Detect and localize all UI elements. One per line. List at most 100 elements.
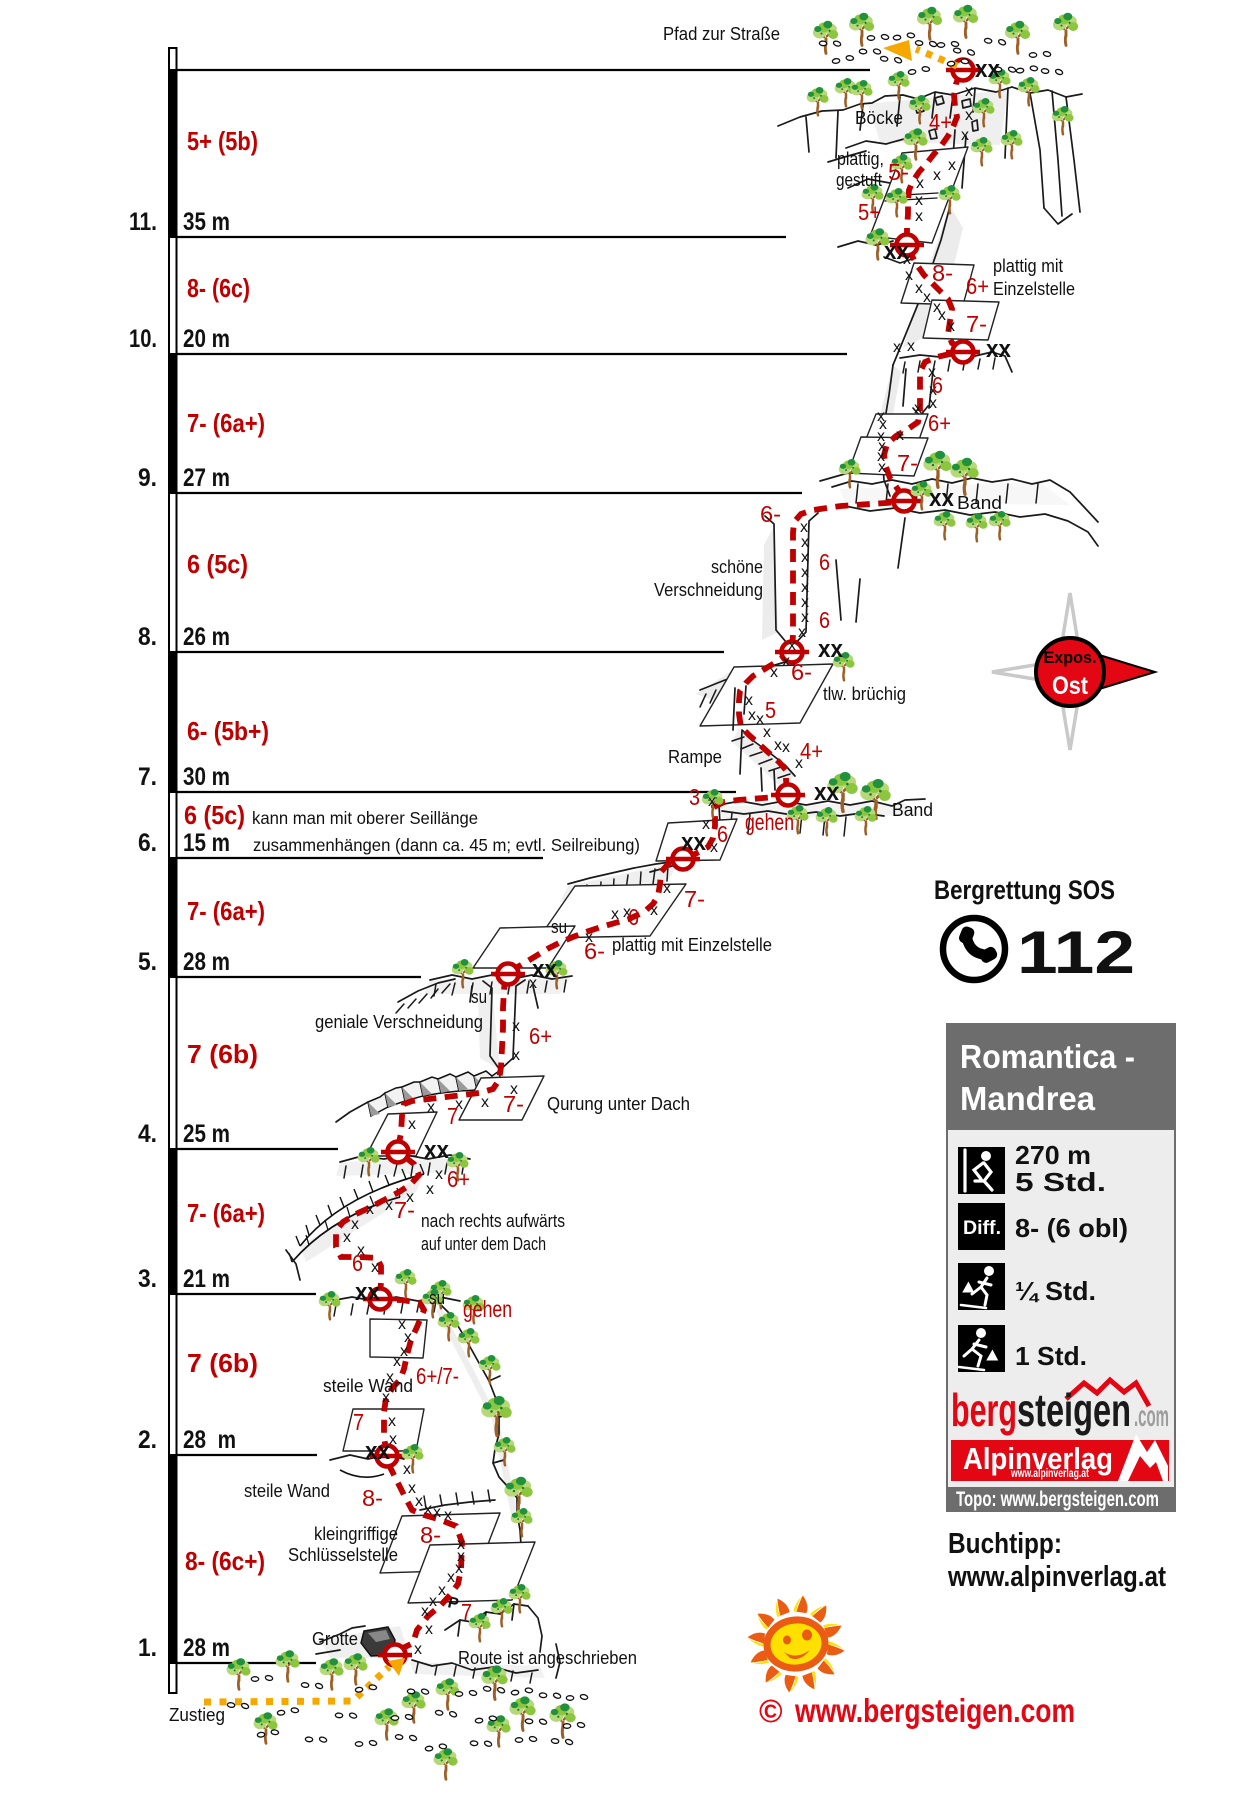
svg-text:x: x [928,364,936,381]
svg-text:11.: 11. [129,208,157,236]
svg-text:Route ist angeschrieben: Route ist angeschrieben [458,1648,637,1668]
svg-text:x: x [512,1047,520,1064]
svg-text:Verschneidung: Verschneidung [654,580,763,600]
svg-text:6+: 6+ [928,410,951,436]
svg-text:x: x [393,1353,401,1370]
svg-text:x: x [400,1343,408,1360]
svg-text:6: 6 [819,607,830,633]
svg-text:x: x [457,1536,465,1553]
svg-text:x: x [800,519,808,536]
svg-text:x: x [877,428,885,445]
svg-text:Expos.: Expos. [1044,648,1097,667]
svg-text:plattig mit: plattig mit [993,256,1063,276]
svg-text:x: x [650,902,658,919]
svg-text:x: x [938,307,946,324]
svg-text:xx: xx [929,485,955,512]
svg-text:x: x [404,1329,412,1346]
svg-text:x: x [893,339,901,356]
svg-text:x: x [382,1389,390,1406]
svg-text:plattig,: plattig, [837,149,884,169]
svg-text:xx: xx [975,56,1001,83]
svg-text:x: x [444,1507,452,1524]
svg-text:plattig mit Einzelstelle: plattig mit Einzelstelle [612,935,772,955]
svg-text:x: x [748,707,756,724]
svg-text:112: 112 [1017,919,1135,986]
svg-text:x: x [878,459,886,476]
svg-text:x: x [782,653,790,670]
svg-text:Pfad zur Straße: Pfad zur Straße [663,24,780,44]
svg-text:x: x [929,382,937,399]
svg-text:x: x [929,395,937,412]
svg-text:x: x [896,427,904,444]
svg-text:¼ Std.: ¼ Std. [1015,1276,1096,1306]
svg-text:9.: 9. [138,464,157,492]
svg-text:x: x [389,1431,397,1448]
svg-text:8- (6c): 8- (6c) [187,273,250,303]
svg-text:Band: Band [892,800,933,820]
svg-text:schöne: schöne [711,557,763,577]
svg-text:Grotte: Grotte [312,1629,358,1649]
svg-text:nach rechts aufwärts: nach rechts aufwärts [421,1211,565,1231]
svg-text:x: x [343,1229,351,1246]
svg-text:8- (6 obl): 8- (6 obl) [1015,1213,1128,1243]
svg-text:1 Std.: 1 Std. [1015,1341,1087,1371]
svg-text:6 (5c): 6 (5c) [187,549,248,579]
svg-text:7: 7 [447,1103,458,1129]
svg-text:7- (6a+): 7- (6a+) [187,896,265,926]
svg-text:7-: 7- [394,1197,415,1223]
svg-text:2.: 2. [138,1426,157,1454]
svg-text:x: x [774,737,782,754]
svg-text:6-: 6- [760,501,781,527]
svg-text:28 m: 28 m [183,948,230,976]
svg-text:x: x [878,438,886,455]
svg-text:x: x [663,880,671,897]
svg-text:5: 5 [765,697,776,723]
svg-text:Topo: www.bergsteigen.com: Topo: www.bergsteigen.com [956,1488,1159,1511]
svg-text:x: x [447,1569,455,1586]
svg-text:5+ (5b): 5+ (5b) [187,126,258,156]
svg-text:Romantica -: Romantica - [960,1038,1135,1075]
svg-text:x: x [611,906,619,923]
svg-text:10.: 10. [129,325,157,353]
svg-text:x: x [702,816,710,833]
svg-text:x: x [756,711,764,728]
svg-text:1.: 1. [138,1634,157,1662]
svg-text:Zustieg: Zustieg [169,1705,225,1725]
svg-text:x: x [877,448,885,465]
svg-text:x: x [403,1461,411,1478]
svg-text:30 m: 30 m [183,763,230,791]
svg-text:8- (6c+): 8- (6c+) [185,1546,265,1576]
svg-text:x: x [351,1216,359,1233]
svg-text:x: x [388,1413,396,1430]
svg-text:x: x [708,793,716,810]
svg-text:6 (5c): 6 (5c) [184,800,245,830]
svg-text:x: x [433,1504,441,1521]
svg-text:xx: xx [986,336,1012,363]
svg-text:7-: 7- [503,1091,524,1117]
svg-text:25 m: 25 m [183,1120,230,1148]
svg-text:6-: 6- [584,938,605,964]
svg-text:x: x [801,534,809,551]
svg-text:x: x [438,1582,446,1599]
svg-text:Einzelstelle: Einzelstelle [993,279,1075,299]
svg-text:gehen: gehen [745,809,794,835]
svg-text:6+: 6+ [529,1023,552,1049]
svg-text:x: x [585,929,593,946]
svg-text:xx: xx [818,636,844,663]
svg-text:x: x [788,637,796,654]
svg-text:x: x [357,1242,365,1259]
svg-text:x: x [798,624,806,641]
svg-text:xx: xx [681,829,707,856]
svg-text:xx: xx [814,779,840,806]
svg-text:7: 7 [461,1599,472,1625]
svg-text:steile Wand: steile Wand [323,1376,413,1396]
svg-text:7.: 7. [138,763,157,791]
svg-text:x: x [933,167,941,184]
svg-text:.com: .com [1134,1400,1169,1433]
svg-text:x: x [366,1201,374,1218]
svg-text:Qurung unter Dach: Qurung unter Dach [547,1094,690,1114]
svg-text:6: 6 [352,1250,363,1276]
svg-text:x: x [961,127,969,144]
svg-text:Ost: Ost [1052,672,1089,700]
svg-text:x: x [529,975,537,992]
